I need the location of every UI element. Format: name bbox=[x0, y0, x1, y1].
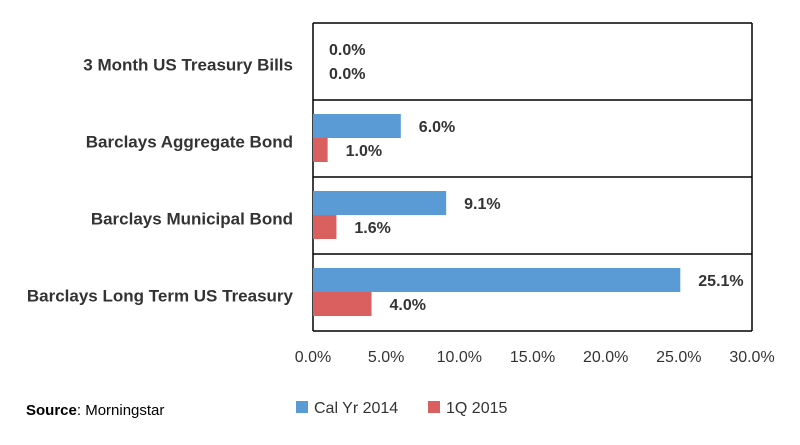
data-label: 25.1% bbox=[698, 273, 743, 290]
category-label: Barclays Municipal Bond bbox=[91, 210, 293, 229]
source-label: Source bbox=[26, 402, 77, 419]
value-labels: 0.0% 0.0% 6.0% 1.0% 9.1% 1.6% 25.1% 4.0% bbox=[329, 42, 744, 314]
bar-1 bbox=[313, 138, 328, 162]
bar-0 bbox=[313, 268, 681, 292]
legend: Cal Yr 2014 1Q 2015 bbox=[296, 400, 507, 417]
data-label: 9.1% bbox=[464, 196, 500, 213]
x-tick-label: 15.0% bbox=[510, 349, 555, 366]
bar-0 bbox=[313, 191, 447, 215]
bar-1 bbox=[313, 292, 372, 316]
data-label: 0.0% bbox=[329, 66, 365, 83]
legend-swatch bbox=[428, 401, 440, 413]
legend-label: Cal Yr 2014 bbox=[314, 400, 398, 417]
x-tick-label: 25.0% bbox=[656, 349, 701, 366]
category-label: Barclays Aggregate Bond bbox=[86, 133, 293, 152]
category-label: 3 Month US Treasury Bills bbox=[83, 56, 293, 75]
x-axis-ticks: 0.0% 5.0% 10.0% 15.0% 20.0% 25.0% 30.0% bbox=[295, 349, 775, 366]
legend-label: 1Q 2015 bbox=[446, 400, 507, 417]
x-tick-label: 30.0% bbox=[729, 349, 774, 366]
source-note: Source: Morningstar bbox=[26, 402, 164, 419]
bar-1 bbox=[313, 215, 337, 239]
legend-swatch bbox=[296, 401, 308, 413]
bars bbox=[313, 114, 681, 316]
data-label: 1.6% bbox=[354, 220, 390, 237]
x-tick-label: 0.0% bbox=[295, 349, 331, 366]
data-label: 0.0% bbox=[329, 42, 365, 59]
category-label: Barclays Long Term US Treasury bbox=[27, 287, 294, 306]
x-tick-label: 10.0% bbox=[437, 349, 482, 366]
x-tick-label: 5.0% bbox=[368, 349, 404, 366]
category-labels: 3 Month US Treasury Bills Barclays Aggreg… bbox=[27, 56, 294, 306]
source-text: : Morningstar bbox=[76, 402, 165, 419]
data-label: 1.0% bbox=[346, 143, 382, 160]
data-label: 6.0% bbox=[419, 119, 455, 136]
x-tick-label: 20.0% bbox=[583, 349, 628, 366]
data-label: 4.0% bbox=[390, 297, 426, 314]
plot-frame bbox=[312, 22, 753, 332]
bar-0 bbox=[313, 114, 401, 138]
